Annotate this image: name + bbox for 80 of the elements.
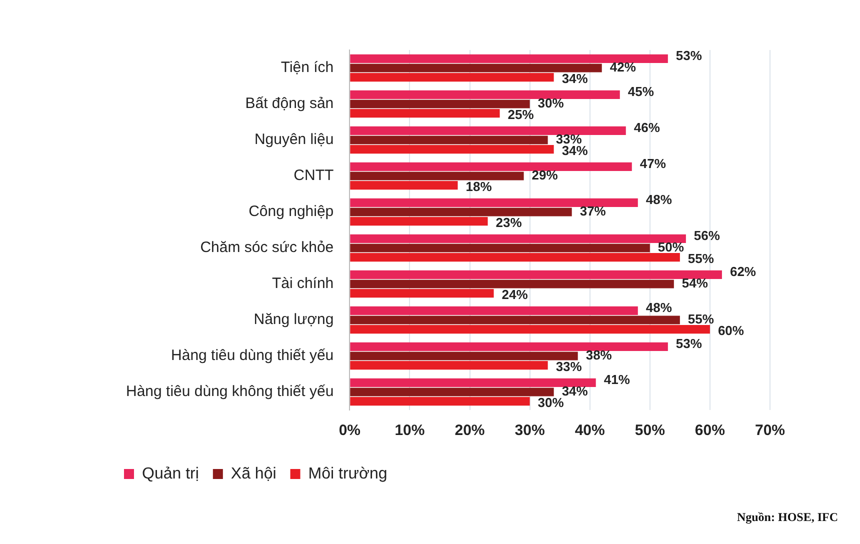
data-label: 47% xyxy=(640,156,666,172)
y-tick-label: Hàng tiêu dùng không thiết yếu xyxy=(126,383,334,400)
legend-label: Xã hội xyxy=(230,465,276,482)
x-tick-label: 20% xyxy=(454,422,485,440)
x-tick-label: 60% xyxy=(694,422,725,440)
data-label: 53% xyxy=(676,336,702,352)
bar xyxy=(350,361,548,370)
x-tick-label: 30% xyxy=(514,422,545,440)
data-label: 37% xyxy=(580,204,606,219)
data-label: 56% xyxy=(694,228,720,244)
data-label: 30% xyxy=(538,96,564,111)
data-label: 29% xyxy=(532,168,558,183)
x-tick-label: 10% xyxy=(394,422,425,440)
bar xyxy=(350,181,458,190)
bar xyxy=(350,342,668,351)
bar xyxy=(350,217,488,226)
x-tick-label: 50% xyxy=(634,422,665,440)
bar xyxy=(350,126,626,135)
data-label: 42% xyxy=(610,60,636,75)
y-tick-label: Hàng tiêu dùng thiết yếu xyxy=(171,347,334,364)
y-tick-label: Tài chính xyxy=(272,275,334,292)
bar xyxy=(350,172,524,180)
bar xyxy=(350,208,572,216)
data-label: 25% xyxy=(508,106,534,122)
bar xyxy=(350,352,578,360)
bar xyxy=(350,198,638,207)
bar xyxy=(350,162,632,171)
data-label: 24% xyxy=(502,286,528,302)
text: Nguồn: HOSE, IFC xyxy=(736,510,838,525)
x-tick-label: 70% xyxy=(754,422,786,440)
data-label: 23% xyxy=(496,214,522,230)
bar xyxy=(350,54,668,63)
data-label: 54% xyxy=(682,276,708,291)
data-label: 34% xyxy=(562,384,588,399)
data-label: 34% xyxy=(562,70,588,86)
bar xyxy=(350,397,530,406)
x-tick-label: 40% xyxy=(574,422,605,440)
y-tick-label: Chăm sóc sức khỏe xyxy=(200,239,334,256)
bar xyxy=(350,234,686,243)
bar xyxy=(350,253,680,262)
bar xyxy=(350,270,722,279)
data-label: 41% xyxy=(604,372,630,388)
bar xyxy=(350,280,674,288)
bar xyxy=(350,306,638,315)
data-label: 30% xyxy=(538,394,564,410)
legend-label: Môi trường xyxy=(308,465,388,482)
data-label: 60% xyxy=(718,322,744,338)
data-label: 38% xyxy=(586,348,612,363)
data-label: 46% xyxy=(634,120,660,136)
y-tick-label: Bất động sản xyxy=(245,95,334,112)
bar xyxy=(350,289,494,298)
bar xyxy=(350,325,710,334)
bar xyxy=(350,64,602,72)
data-label: 33% xyxy=(556,358,582,374)
bar xyxy=(350,378,596,387)
legend-label: Quản trị xyxy=(142,465,199,482)
data-label: 48% xyxy=(646,192,672,208)
y-tick-label: CNTT xyxy=(294,167,334,184)
data-label: 45% xyxy=(628,84,654,100)
bar xyxy=(350,100,530,108)
bar xyxy=(350,316,680,324)
y-tick-label: Công nghiệp xyxy=(248,203,334,220)
bar xyxy=(350,90,620,99)
bar xyxy=(350,109,500,118)
data-label: 55% xyxy=(688,250,714,266)
bar xyxy=(350,244,650,252)
data-label: 50% xyxy=(658,240,684,255)
data-label: 53% xyxy=(676,48,702,64)
bar xyxy=(350,73,554,82)
data-label: 18% xyxy=(466,178,492,194)
bar xyxy=(350,388,554,396)
data-label: 55% xyxy=(688,312,714,327)
y-tick-label: Nguyên liệu xyxy=(254,131,334,148)
y-tick-label: Tiện ích xyxy=(280,59,334,76)
bar xyxy=(350,136,548,144)
data-label: 62% xyxy=(730,264,756,280)
bar xyxy=(350,145,554,154)
x-tick-label: 0% xyxy=(338,422,360,440)
data-label: 48% xyxy=(646,300,672,316)
y-tick-label: Năng lượng xyxy=(254,311,334,328)
